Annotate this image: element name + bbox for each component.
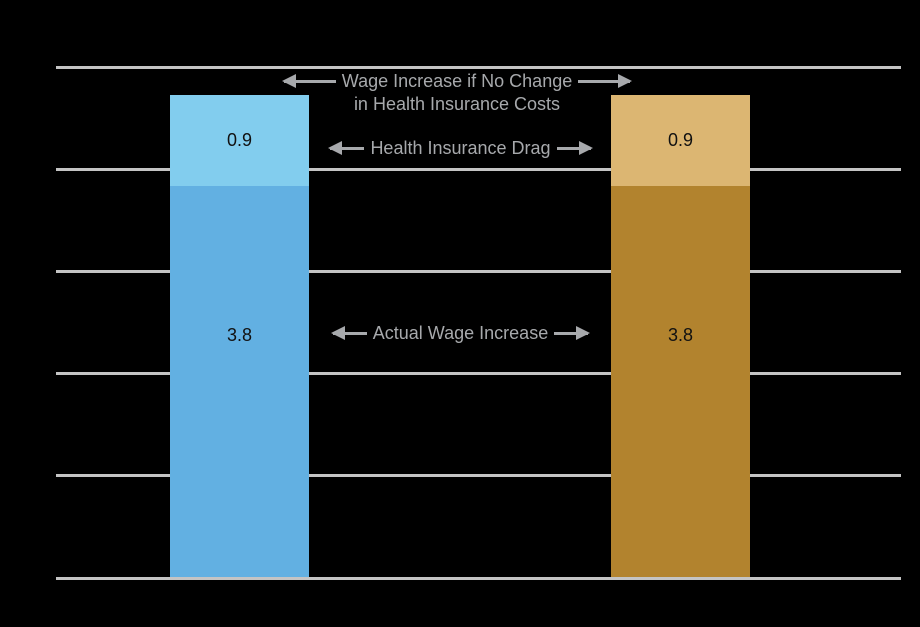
annotation-wage-if-no-change-line2-wrap: in Health Insurance Costs bbox=[264, 93, 650, 116]
gridline-1 bbox=[56, 474, 901, 477]
annotation-health-insurance-drag-label: Health Insurance Drag bbox=[370, 138, 551, 158]
bar1-actual-wage-segment: 3.8 bbox=[170, 186, 309, 579]
bar2-actual-wage-segment: 3.8 bbox=[611, 186, 750, 579]
arrow-right-icon bbox=[554, 326, 591, 340]
arrow-left-icon bbox=[330, 326, 367, 340]
gridline-0-baseline bbox=[56, 577, 901, 580]
arrow-right-icon bbox=[556, 141, 593, 155]
annotation-wage-if-no-change-line1: Wage Increase if No Change bbox=[341, 71, 573, 91]
arrow-left-icon bbox=[281, 74, 336, 88]
gridline-4 bbox=[56, 168, 901, 171]
annotation-health-insurance-drag: Health Insurance Drag bbox=[318, 137, 603, 160]
bar1-health-insurance-drag-segment: 0.9 bbox=[170, 95, 309, 186]
bar2-top-value-label: 0.9 bbox=[667, 130, 694, 150]
arrow-right-icon bbox=[578, 74, 633, 88]
gridline-3 bbox=[56, 270, 901, 273]
annotation-wage-if-no-change-line2: in Health Insurance Costs bbox=[353, 94, 561, 114]
gridline-5 bbox=[56, 66, 901, 69]
bar1-top-value-label: 0.9 bbox=[226, 130, 253, 150]
bar2-bottom-value-label: 3.8 bbox=[667, 325, 694, 345]
annotation-wage-if-no-change: Wage Increase if No Change bbox=[264, 70, 650, 93]
bar2-health-insurance-drag-segment: 0.9 bbox=[611, 95, 750, 186]
annotation-actual-wage-increase: Actual Wage Increase bbox=[318, 322, 603, 345]
bar1-bottom-value-label: 3.8 bbox=[226, 325, 253, 345]
gridline-2 bbox=[56, 372, 901, 375]
arrow-left-icon bbox=[328, 141, 365, 155]
annotation-actual-wage-increase-label: Actual Wage Increase bbox=[372, 323, 549, 343]
